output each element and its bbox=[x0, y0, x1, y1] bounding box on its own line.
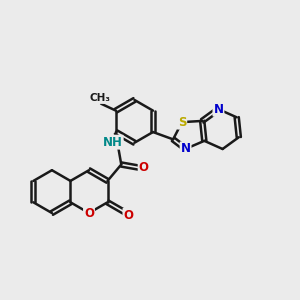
Text: CH₃: CH₃ bbox=[89, 93, 110, 103]
Text: O: O bbox=[84, 206, 94, 220]
Text: S: S bbox=[178, 116, 186, 129]
Text: O: O bbox=[123, 209, 134, 222]
Text: O: O bbox=[139, 160, 148, 174]
Text: N: N bbox=[181, 142, 190, 155]
Text: NH: NH bbox=[103, 136, 123, 148]
Text: N: N bbox=[213, 103, 224, 116]
